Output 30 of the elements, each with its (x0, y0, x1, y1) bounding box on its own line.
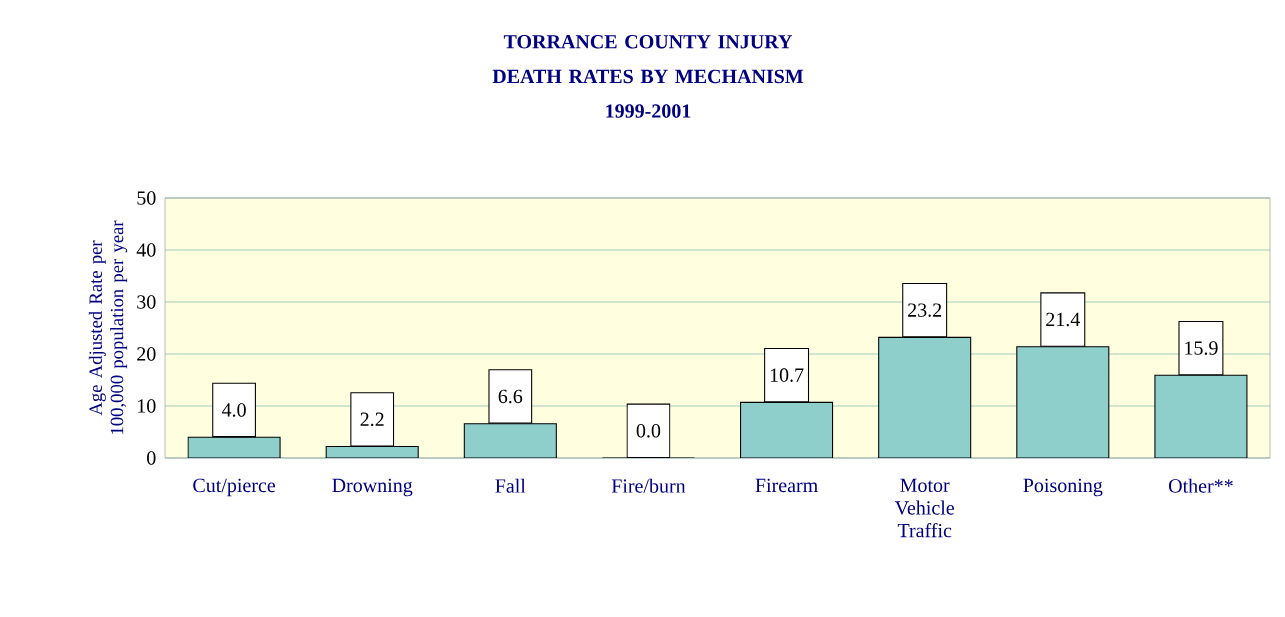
bar (1154, 374, 1248, 458)
data-label: 6.6 (498, 389, 523, 404)
chart-title: TORRANCE COUNTY INJURY DEATH RATES BY MECHANISM (492, 35, 804, 84)
x-tick-label: Fall (495, 478, 526, 493)
bar (878, 337, 971, 458)
x-tick-label: Cut/pierce (193, 478, 276, 497)
x-tick-label: Firearm (755, 478, 818, 493)
x-tick-label: Other** (1168, 478, 1233, 493)
data-label: 4.0 (221, 403, 246, 417)
x-tick-label: Poisoning (1023, 478, 1103, 497)
y-tick-label: 20 (137, 347, 156, 361)
bar (1016, 346, 1109, 458)
y-axis-title: Age Adjusted Rate per 100,000 population per year (88, 220, 128, 434)
data-label: 23.2 (908, 303, 942, 317)
data-label: 0.0 (636, 424, 661, 438)
y-tick-label: 10 (138, 399, 156, 413)
y-tick-label: 50 (137, 191, 156, 205)
y-tick-label: 0 (147, 451, 156, 465)
bar (464, 423, 557, 458)
data-label: 15.9 (1185, 341, 1218, 355)
data-label: 21.4 (1046, 312, 1080, 327)
x-tick-label: Drowning (332, 478, 413, 497)
chart-subtitle: 1999-2001 (606, 104, 691, 118)
y-tick-label: 30 (137, 295, 156, 309)
data-label: 2.2 (360, 412, 384, 427)
data-label: 10.7 (770, 368, 804, 382)
x-tick-label: Fire/burn (611, 478, 686, 493)
bar (740, 402, 833, 458)
x-tick-label: Motor Vehicle Traffic (894, 478, 954, 538)
y-tick-label: 40 (136, 243, 156, 257)
